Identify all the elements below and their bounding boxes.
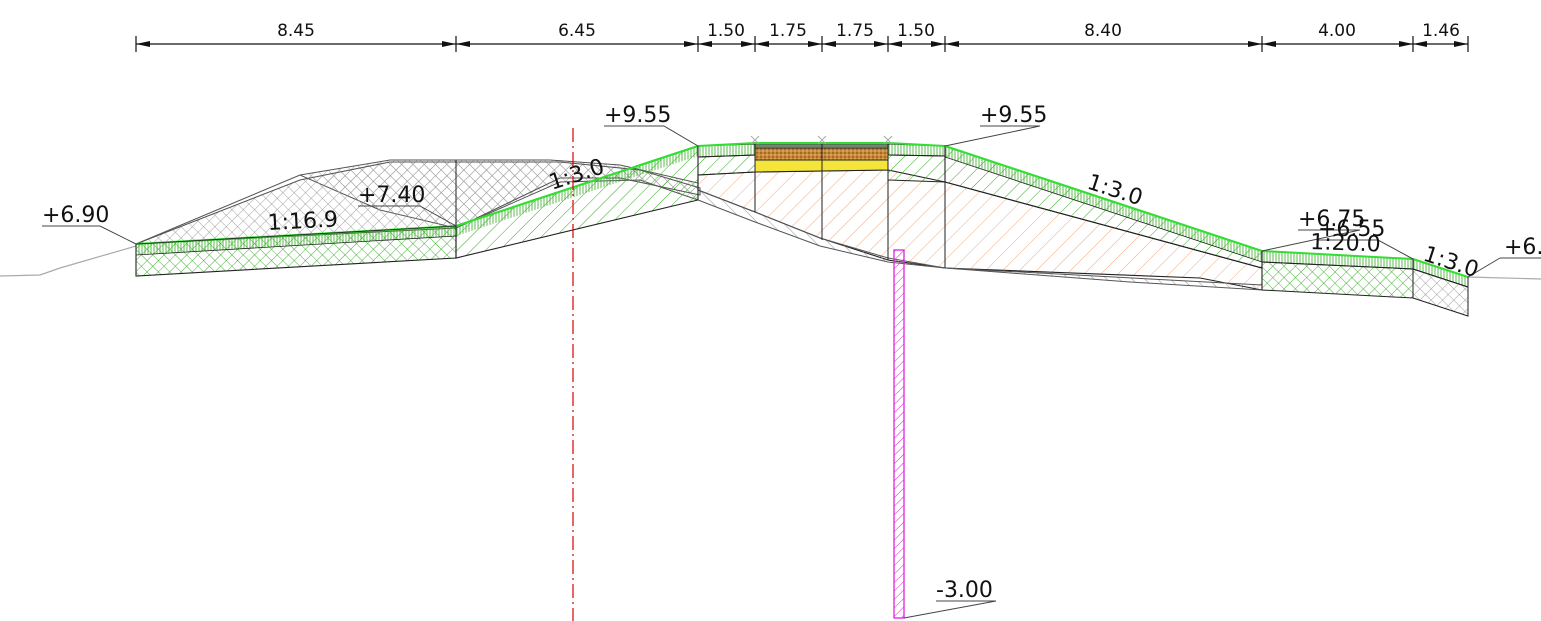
- slope-right-berm: 1:20.0: [1310, 230, 1381, 257]
- dim-right-berm: 4.00: [1318, 21, 1356, 41]
- dimension-arrows: [136, 41, 1468, 47]
- dim-lane-left: 1.75: [769, 21, 807, 41]
- dim-crest-verge-left: 1.50: [707, 21, 745, 41]
- inner-slope-topsoil: [456, 146, 698, 236]
- level-sheet-pile-tip: -3.00: [936, 578, 993, 603]
- level-right-end: +6.0: [1504, 235, 1541, 260]
- level-crest-left: +9.55: [604, 103, 671, 128]
- level-left-berm: +7.40: [358, 183, 425, 208]
- level-leaders: [42, 125, 1541, 619]
- dim-left-berm: 8.45: [277, 21, 315, 41]
- right-toe-green-line: [1412, 258, 1469, 278]
- dim-crest-verge-right: 1.50: [897, 21, 935, 41]
- crest-markers: [750, 135, 893, 145]
- level-right-berm: +6.75: [1298, 207, 1365, 232]
- right-berm-green-line: [1261, 250, 1414, 260]
- level-crest-right: +9.55: [980, 103, 1047, 128]
- dim-inner-slope: 6.45: [558, 21, 596, 41]
- dim-lane-right: 1.75: [836, 21, 874, 41]
- level-right-berm-b: +6.55: [1318, 217, 1385, 242]
- inner-slope-topsoil-line: [455, 144, 699, 228]
- crest-clay-left: [697, 154, 756, 176]
- level-left-toe: +6.90: [42, 203, 109, 228]
- crest-green-line: [697, 142, 946, 147]
- dim-right-toe: 1.46: [1422, 21, 1460, 41]
- crest-clay-right: [887, 154, 946, 183]
- outer-slope-green-line: [944, 144, 1263, 253]
- old-dike-base: [697, 189, 1263, 291]
- dim-outer-slope: 8.40: [1084, 21, 1122, 41]
- sheet-pile: [893, 249, 905, 619]
- slope-left-berm: 1:16.9: [267, 207, 339, 236]
- existing-ground-right: [1467, 276, 1541, 280]
- existing-ground-left: [0, 245, 137, 277]
